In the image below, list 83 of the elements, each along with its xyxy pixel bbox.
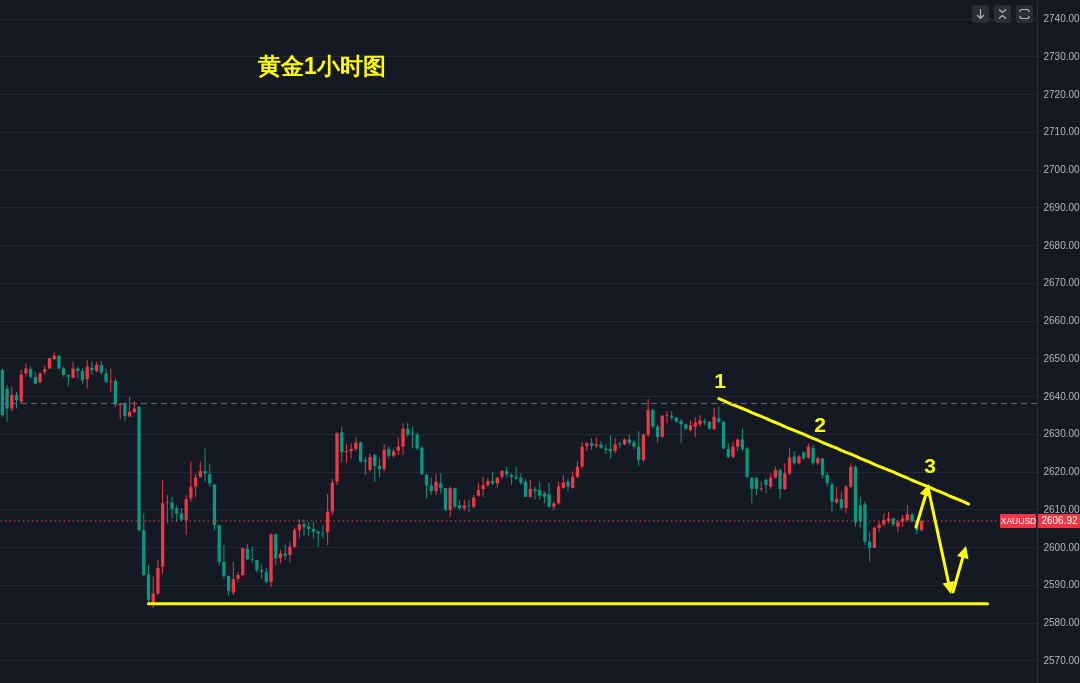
ref-line-label: 2606.92: [1041, 514, 1079, 526]
candlestick: [712, 407, 716, 431]
candlestick: [302, 518, 306, 537]
candlestick: [698, 414, 702, 428]
candlestick: [193, 472, 198, 498]
y-tick-label: 2730.00: [1043, 50, 1080, 62]
y-tick-label: 2630.00: [1043, 428, 1080, 440]
candlestick: [552, 501, 556, 511]
y-tick-label: 2700.00: [1043, 164, 1080, 176]
candlestick: [844, 484, 848, 514]
candlestick: [321, 524, 325, 539]
candlestick: [401, 422, 405, 456]
candlestick: [660, 414, 664, 439]
y-tick-label: 2610.00: [1043, 503, 1080, 515]
candlestick: [839, 491, 844, 511]
candlestick: [189, 461, 193, 503]
annotation: 3: [924, 454, 936, 477]
candlestick: [170, 496, 174, 519]
y-tick-label: 2660.00: [1043, 315, 1080, 327]
candlestick: [608, 435, 613, 459]
candlestick: [434, 472, 438, 496]
candlestick: [778, 468, 782, 499]
y-tick-label: 2580.00: [1043, 617, 1080, 629]
candlestick: [665, 410, 669, 424]
y-tick-label: 2710.00: [1043, 126, 1080, 138]
line-series: [717, 397, 971, 506]
candlestick: [613, 437, 617, 454]
candlestick: [481, 476, 485, 498]
candlestick: [580, 442, 584, 470]
candlestick: [740, 428, 745, 452]
candlestick: [123, 401, 127, 423]
candlestick: [410, 426, 415, 450]
y-tick-label: 2690.00: [1043, 201, 1080, 213]
y-tick-label: 2650.00: [1043, 352, 1080, 364]
candlestick: [288, 541, 292, 563]
candlestick: [820, 457, 825, 479]
text: 黄金1小时图: [257, 53, 386, 79]
y-tick-label: 2740.00: [1043, 13, 1080, 24]
annotation: 1: [714, 369, 727, 392]
y-tick-label: 2570.00: [1043, 654, 1080, 666]
candlestick: [236, 571, 240, 583]
candlestick: [250, 546, 254, 563]
y-tick-label: 2720.00: [1043, 88, 1080, 100]
candlestick: [90, 361, 94, 376]
candlestick: [382, 443, 386, 472]
candlestick: [679, 418, 683, 444]
candlestick: [373, 452, 377, 483]
y-tick-label: 2620.00: [1043, 466, 1080, 478]
candlestick: [109, 368, 113, 393]
candlestick: [340, 426, 344, 464]
candlestick: [363, 456, 367, 476]
candlestick: [208, 463, 212, 488]
candlestick: [443, 487, 448, 512]
annotation: XAUUSD: [1000, 515, 1037, 526]
candlestick: [811, 444, 815, 466]
y-tick-label: 2670.00: [1043, 277, 1080, 289]
candlestick: [439, 472, 443, 494]
y-tick-label: 2590.00: [1043, 579, 1080, 591]
candlestick: [868, 531, 872, 563]
annotation: 2: [814, 413, 826, 436]
candlestick: [783, 462, 787, 491]
candlestick: [651, 408, 655, 430]
candlestick: [599, 440, 603, 450]
candlestick: [849, 462, 853, 489]
candlestick: [377, 457, 382, 479]
candlestick: [222, 544, 226, 579]
candlestick: [368, 452, 372, 473]
y-tick-label: 2640.00: [1043, 390, 1080, 402]
candlestick: [533, 486, 537, 501]
y-tick-label: 2600.00: [1043, 541, 1080, 553]
candlestick: [566, 478, 570, 493]
candlestick: [830, 481, 834, 513]
candlestick: [486, 477, 490, 488]
candlestick: [547, 482, 551, 509]
candlestick: [424, 472, 429, 499]
candlestick: [764, 477, 768, 494]
candlestick: [759, 481, 763, 493]
candlestick: [203, 448, 207, 483]
candlestick: [24, 363, 28, 378]
candlestick: [292, 527, 297, 549]
candlestick: [754, 476, 759, 496]
y-tick-label: 2680.00: [1043, 239, 1080, 251]
candlestick: [448, 486, 452, 518]
